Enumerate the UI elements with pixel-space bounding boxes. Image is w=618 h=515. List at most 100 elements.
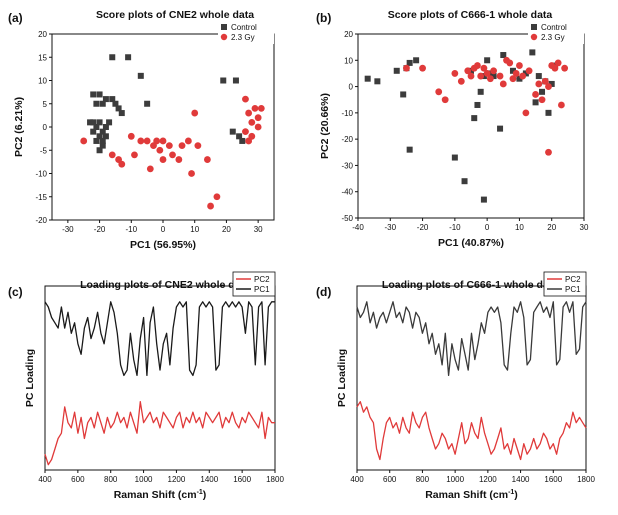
scatter-point-square: [99, 137, 106, 144]
panel-c: (c) Loading plots of CNE2 whole data 400 60…: [8, 271, 284, 501]
scatter-point-square: [93, 124, 100, 130]
scatter-point-square: [474, 101, 481, 108]
panel-label: (d): [316, 285, 331, 299]
scatter-point-circle: [486, 75, 494, 83]
x-tick-label: 1400: [512, 475, 530, 484]
scatter-point-circle: [191, 109, 199, 117]
scatter-point-square: [400, 91, 407, 98]
x-axis-label-text: Raman Shift (cm: [425, 489, 508, 501]
scatter-point-circle: [509, 75, 517, 83]
scatter-point-square: [90, 91, 97, 98]
legend-box: [232, 271, 276, 297]
x-tick-label: 600: [71, 475, 85, 484]
x-tick-label: 1200: [168, 475, 186, 484]
chart-title: Score plots of CNE2 whole data: [96, 9, 254, 21]
x-axis-label: Raman Shift (cm-1): [114, 489, 207, 501]
y-tick-label: 0: [349, 83, 354, 92]
scatter-point-circle: [541, 77, 549, 85]
x-axis-label-close: ): [203, 489, 207, 501]
y-tick-label: -10: [35, 170, 47, 179]
scatter-point-square: [115, 105, 122, 112]
scatter-point-circle: [207, 202, 214, 210]
scatter-point-square: [93, 137, 100, 144]
legend-label: PC1: [254, 285, 270, 294]
plot-frame: [356, 285, 587, 471]
scatter-point-circle: [254, 123, 262, 131]
scatter-point-square: [232, 77, 239, 84]
scatter-point-circle: [251, 105, 259, 112]
scatter-point-square: [112, 100, 119, 107]
scatter-point-square: [393, 67, 400, 74]
y-axis-label: PC Loading: [24, 349, 36, 407]
scatter-point-circle: [545, 83, 552, 90]
scatter-point-square: [406, 146, 413, 153]
scatter-point-square: [106, 119, 113, 126]
series-line-pc1: [356, 301, 587, 377]
scatter-point-square: [522, 70, 529, 77]
scatter-point-circle: [403, 64, 410, 72]
scatter-point-circle: [506, 59, 514, 67]
scatter-point-circle: [519, 72, 527, 80]
scatter-point-circle: [457, 77, 465, 85]
legend-box: [528, 20, 584, 44]
scatter-point-square: [109, 54, 116, 61]
x-tick-label: 400: [350, 475, 364, 484]
plot-frame: [51, 33, 275, 221]
x-tick-label: 400: [38, 475, 52, 484]
x-axis-label-superscript: -1: [508, 489, 514, 496]
scatter-point-square: [406, 59, 413, 66]
panel-b: (b) Score plots of C666-1 whole data -40 -3…: [316, 9, 589, 249]
scatter-point-circle: [561, 64, 569, 72]
legend-swatch-circle: [530, 33, 538, 41]
scatter-point-square: [236, 133, 243, 140]
scatter-point-square: [99, 142, 106, 149]
legend-label: Control: [541, 23, 567, 32]
scatter-point-circle: [512, 70, 520, 77]
x-tick-label: 0: [161, 225, 166, 234]
scatter-point-square: [490, 73, 497, 80]
series-line-pc2: [356, 401, 587, 461]
legend-box: [543, 271, 587, 297]
x-tick-label: 1600: [544, 475, 562, 484]
scatter-point-square: [96, 119, 103, 126]
series-line-pc2: [44, 401, 275, 466]
scatter-point-circle: [169, 151, 176, 159]
scatter-point-circle: [204, 156, 211, 163]
series-line-pc1: [44, 301, 275, 377]
x-tick-label: 0: [485, 223, 490, 232]
y-axis-label: PC Loading: [336, 349, 348, 407]
scatter-point-square: [374, 78, 381, 85]
scatter-point-square: [484, 57, 491, 64]
x-tick-label: 800: [104, 475, 118, 484]
scatter-point-circle: [257, 105, 265, 112]
x-tick-label: -20: [94, 225, 106, 234]
scatter-point-square: [239, 137, 246, 144]
scatter-point-circle: [535, 80, 543, 88]
scatter-point-square: [87, 119, 94, 126]
scatter-point-circle: [467, 72, 475, 80]
scatter-point-circle: [165, 142, 173, 150]
x-tick-label: 1000: [446, 475, 464, 484]
scatter-point-circle: [188, 170, 195, 177]
legend-swatch-circle: [220, 33, 228, 41]
scatter-point-square: [118, 110, 125, 117]
scatter-point-circle: [525, 67, 533, 75]
x-axis-label: PC1 (56.95%): [130, 239, 196, 251]
scatter-point-circle: [451, 70, 459, 77]
scatter-point-circle: [499, 80, 507, 88]
scatter-point-circle: [474, 62, 481, 69]
scatter-point-circle: [477, 72, 485, 80]
y-axis-label: PC2 (6.21%): [13, 97, 25, 157]
y-tick-label: -20: [35, 216, 47, 225]
x-tick-label: 600: [383, 475, 397, 484]
scatter-point-square: [93, 100, 100, 107]
scatter-point-square: [480, 196, 487, 203]
y-tick-label: -15: [35, 193, 47, 202]
y-tick-label: -40: [341, 188, 353, 197]
scatter-point-square: [102, 124, 109, 130]
x-tick-label: 1600: [233, 475, 251, 484]
x-tick-label: 10: [190, 225, 199, 234]
y-tick-label: -50: [341, 214, 353, 223]
scatter-point-square: [125, 54, 132, 61]
